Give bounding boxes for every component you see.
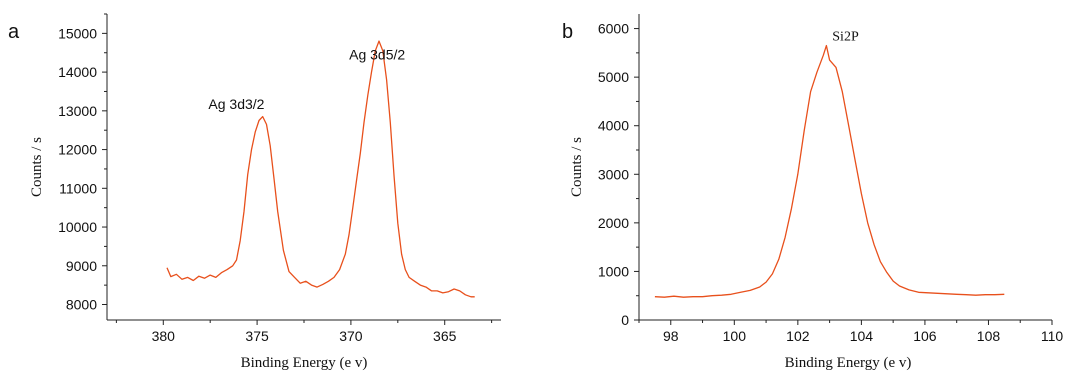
panel-a-y-tick-label: 10000 xyxy=(58,219,97,235)
panel-a-peak-annotation: Ag 3d5/2 xyxy=(349,46,405,62)
panel-b-y-tick-label: 5000 xyxy=(598,69,629,85)
panel-a-plot-frame xyxy=(106,14,501,321)
panel-a-y-axis-label: Counts / s xyxy=(29,137,45,197)
panel-a-y-tick-label: 13000 xyxy=(58,103,97,119)
panel-b-y-tick-label: 6000 xyxy=(598,21,629,37)
panel-a-x-ticks: 380 375 370 365 xyxy=(115,320,493,344)
panel-a-y-tick-label: 9000 xyxy=(66,258,97,274)
panel-b-annotations: Si2P xyxy=(832,30,859,45)
panel-a-x-tick-label: 365 xyxy=(433,328,457,344)
panel-b-y-tick-label: 3000 xyxy=(598,166,629,182)
panel-a-y-ticks: 8000 9000 10000 11000 12000 13000 14000 15000 xyxy=(58,13,107,313)
panel-b-x-tick-label: 110 xyxy=(1041,328,1064,344)
panel-a-x-tick-label: 370 xyxy=(339,328,363,344)
panel-b-series xyxy=(654,44,1005,298)
panel-a-x-axis-label: Binding Energy (e v) xyxy=(241,355,368,371)
panel-a-label: a xyxy=(8,21,20,43)
panel-b-x-tick-label: 108 xyxy=(977,328,1001,344)
panel-b-peak-annotation: Si2P xyxy=(832,30,859,45)
panel-b-x-tick-label: 98 xyxy=(663,328,679,344)
panel-a-series xyxy=(166,40,475,298)
panel-a-y-tick-label: 11000 xyxy=(59,180,97,196)
panel-b-y-tick-label: 2000 xyxy=(598,215,629,231)
panel-b-y-tick-label: 4000 xyxy=(598,118,629,134)
panel-a-spectrum-line xyxy=(166,40,475,298)
panel-a-y-tick-label: 14000 xyxy=(58,64,97,80)
panel-b-y-tick-label: 0 xyxy=(621,312,629,328)
panel-b-plot-frame xyxy=(638,14,1052,321)
panel-b-x-axis-label: Binding Energy (e v) xyxy=(785,355,912,371)
panel-b-x-tick-label: 100 xyxy=(723,328,747,344)
panel-a-y-tick-label: 12000 xyxy=(58,142,97,158)
panel-b-y-ticks: 0 1000 2000 3000 4000 5000 6000 xyxy=(598,21,639,328)
panel-a-y-tick-label: 8000 xyxy=(66,297,97,313)
panel-b-chart: b 98 100 102 104 106 108 110 0 1000 2000 3000 4000… xyxy=(562,14,1063,371)
panel-a-x-tick-label: 380 xyxy=(152,328,176,344)
panel-b-spectrum-line xyxy=(654,44,1005,298)
panel-b-x-tick-label: 106 xyxy=(913,328,937,344)
panel-b-x-tick-label: 104 xyxy=(850,328,874,344)
panel-a-annotations: Ag 3d3/2 Ag 3d5/2 xyxy=(208,46,405,112)
panel-b-label: b xyxy=(562,21,573,43)
panel-b-x-tick-label: 102 xyxy=(786,328,810,344)
panel-a-peak-annotation: Ag 3d3/2 xyxy=(208,96,264,112)
panel-b-y-tick-label: 1000 xyxy=(598,263,629,279)
panel-a-x-tick-label: 375 xyxy=(245,328,269,344)
panel-b-x-ticks: 98 100 102 104 106 108 110 xyxy=(638,320,1064,344)
panel-a-chart: a 380 375 370 365 8000 9000 10000 11000 12000 13… xyxy=(8,13,501,371)
panel-b-y-axis-label: Counts / s xyxy=(569,137,585,197)
panel-a-y-tick-label: 15000 xyxy=(58,25,97,41)
